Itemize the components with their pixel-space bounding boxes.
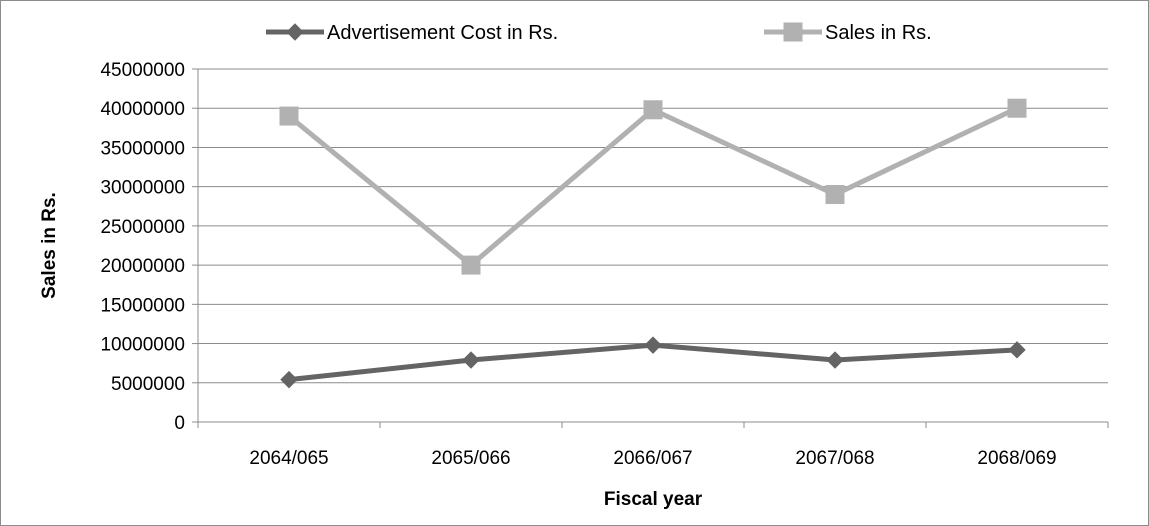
- y-tick-label: 15000000: [100, 295, 185, 316]
- data-point: [644, 336, 662, 354]
- axes: [192, 68, 1109, 428]
- data-point: [279, 106, 299, 126]
- data-point: [461, 255, 481, 275]
- legend-label: Sales in Rs.: [825, 22, 932, 44]
- x-axis-title: Fiscal year: [604, 489, 703, 510]
- x-tick-label: 2065/066: [431, 448, 510, 469]
- x-tick-label: 2066/067: [613, 448, 692, 469]
- series: [279, 98, 1027, 389]
- y-tick-label: 45000000: [100, 60, 185, 81]
- x-tick-label: 2067/068: [795, 448, 874, 469]
- legend: Advertisement Cost in Rs. Sales in Rs.: [266, 22, 932, 44]
- x-tick-label: 2064/065: [249, 448, 328, 469]
- series-1: [280, 336, 1026, 389]
- y-tick-label: 40000000: [100, 99, 185, 120]
- y-axis-title: Sales in Rs.: [39, 192, 60, 299]
- data-point: [643, 100, 663, 120]
- legend-item-1: Advertisement Cost in Rs.: [266, 22, 558, 44]
- legend-item-2: Sales in Rs.: [764, 22, 932, 44]
- legend-marker: [783, 22, 803, 42]
- data-point: [826, 351, 844, 369]
- y-tick-label: 35000000: [100, 138, 185, 159]
- y-tick-label: 0: [174, 413, 185, 434]
- y-tick-label: 30000000: [100, 178, 185, 199]
- legend-label: Advertisement Cost in Rs.: [327, 22, 558, 44]
- x-tick-labels: 2064/065 2065/066 2066/067 2067/068 2068/069: [249, 448, 1056, 469]
- series-2: [279, 98, 1027, 275]
- x-tick-label: 2068/069: [977, 448, 1056, 469]
- data-point: [1007, 98, 1027, 118]
- data-point: [1008, 341, 1026, 359]
- data-point: [462, 351, 480, 369]
- y-tick-label: 20000000: [100, 256, 185, 277]
- y-tick-label: 5000000: [111, 374, 185, 395]
- data-point: [280, 370, 298, 389]
- y-tick-label: 25000000: [100, 217, 185, 238]
- legend-marker: [286, 23, 304, 41]
- y-tick-label: 10000000: [100, 335, 185, 356]
- y-tick-labels: 0 5000000 10000000 15000000 20000000 25000000…: [100, 60, 185, 434]
- gridlines: [198, 68, 1108, 384]
- data-point: [825, 185, 845, 205]
